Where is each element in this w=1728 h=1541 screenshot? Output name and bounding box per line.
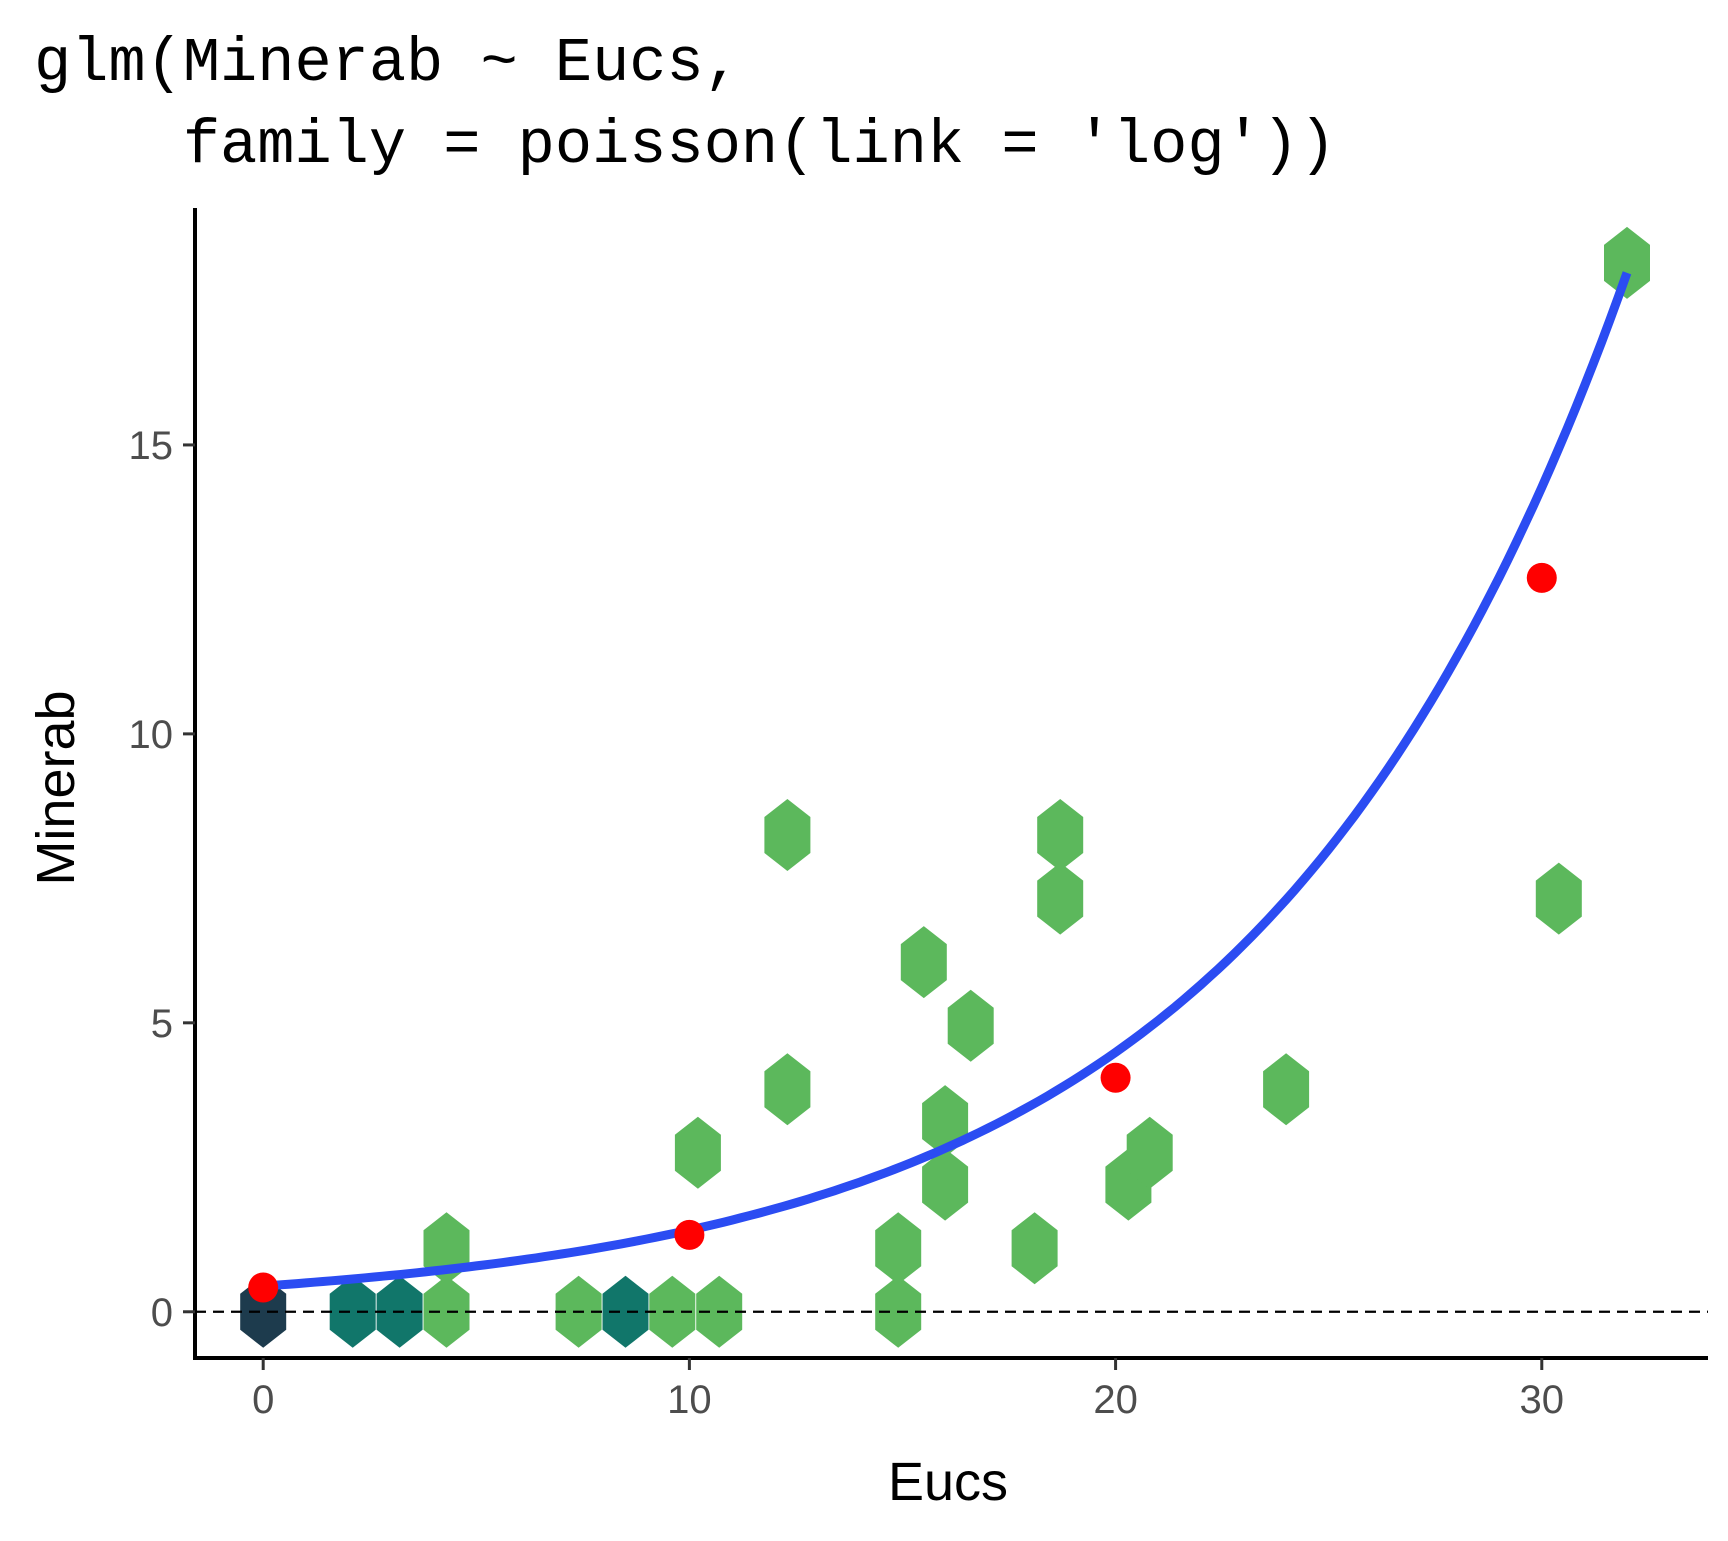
fitted-curve: [262, 271, 1632, 1291]
x-tick-label: 30: [1520, 1378, 1565, 1422]
hexbin: [764, 799, 811, 871]
chart-title-line-2: family = poisson(link = 'log')): [34, 110, 1336, 181]
y-tick-label: 5: [151, 1002, 173, 1046]
hexbin: [947, 989, 994, 1062]
hexbin: [875, 1212, 922, 1285]
x-tick-label: 20: [1093, 1378, 1138, 1422]
y-tick-label: 10: [129, 713, 174, 757]
x-tick-label: 10: [667, 1378, 712, 1422]
hexbin: [764, 1053, 811, 1126]
hexbin: [1011, 1212, 1058, 1285]
prediction-point: [674, 1219, 705, 1250]
x-axis-title: Eucs: [888, 1452, 1008, 1512]
chart-title-line-1: glm(Minerab ~ Eucs,: [34, 28, 741, 99]
y-axis-title: Minerab: [26, 690, 86, 885]
hexbin-layer: [240, 226, 1650, 1348]
hexbin: [1126, 1116, 1173, 1189]
y-tick-label: 15: [129, 424, 174, 468]
hexbin: [1037, 799, 1084, 871]
x-tick-label: 0: [252, 1378, 274, 1422]
hexbin: [329, 1275, 376, 1348]
hexbin: [900, 926, 947, 999]
hexbin: [602, 1275, 649, 1348]
hexbin: [1263, 1053, 1310, 1126]
prediction-point: [1100, 1062, 1131, 1093]
prediction-point: [248, 1272, 279, 1303]
hexbin: [423, 1275, 470, 1348]
axis-ticks: 0 5 10 15 0 10 20 30: [129, 424, 1565, 1422]
prediction-point: [1526, 562, 1557, 593]
hexbin: [922, 1148, 969, 1221]
hexbin: [1535, 862, 1582, 935]
hexbin: [1604, 226, 1650, 299]
y-tick-label: 0: [151, 1291, 173, 1335]
hexbin: [1037, 862, 1084, 935]
hexbin: [674, 1116, 721, 1189]
prediction-points: [248, 562, 1557, 1303]
